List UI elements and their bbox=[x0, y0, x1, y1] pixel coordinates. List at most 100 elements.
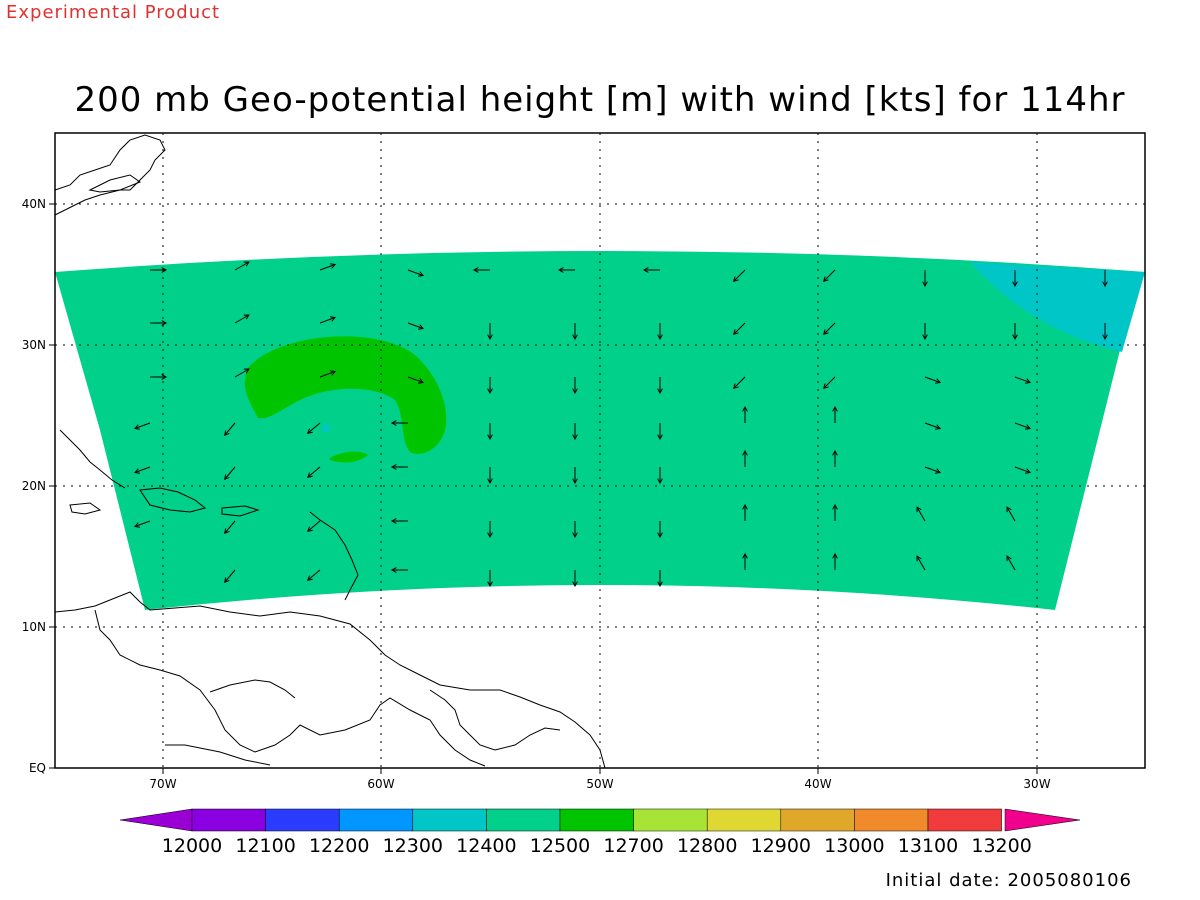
wind-arrow-head bbox=[657, 581, 663, 588]
wind-arrow-shaft bbox=[134, 422, 151, 429]
coastline-hispaniola bbox=[139, 487, 207, 513]
lat-label-30n: 30N bbox=[22, 338, 46, 352]
coastline-guianas bbox=[429, 689, 561, 751]
legend-box bbox=[854, 808, 929, 832]
coastline-south-america-bottom bbox=[165, 744, 271, 766]
wind-vectors bbox=[133, 261, 1108, 588]
wind-arrow-head bbox=[742, 503, 748, 510]
wind-arrow-head bbox=[822, 276, 829, 283]
wind-arrow-shaft bbox=[733, 376, 746, 389]
wind-arrow-shaft bbox=[924, 466, 941, 473]
legend-label: 12500 bbox=[530, 835, 590, 857]
wind-arrow-head bbox=[1102, 334, 1108, 341]
legend-label: 12900 bbox=[751, 835, 811, 857]
legend-box bbox=[633, 808, 708, 832]
wind-arrow-shaft bbox=[924, 376, 941, 383]
lon-label-30w: 30W bbox=[1023, 777, 1050, 791]
wind-arrow-head bbox=[732, 329, 739, 336]
legend-box bbox=[338, 808, 414, 832]
lat-label-eq: EQ bbox=[29, 761, 46, 775]
wind-arrow-head bbox=[418, 271, 425, 277]
graticule bbox=[55, 133, 1145, 768]
legend-label: 12700 bbox=[603, 835, 663, 857]
wind-arrow-shaft bbox=[1014, 376, 1031, 383]
legend-label: 12800 bbox=[677, 835, 737, 857]
wind-arrow-head bbox=[572, 581, 578, 588]
wind-arrow-head bbox=[922, 334, 928, 341]
wind-arrow-head bbox=[224, 528, 230, 535]
wind-arrow-head bbox=[742, 405, 748, 412]
coastline-jamaica bbox=[69, 502, 102, 515]
wind-arrow-head bbox=[572, 434, 578, 441]
wind-arrow-shaft bbox=[307, 569, 321, 581]
axis-ticks bbox=[49, 203, 1038, 774]
wind-arrow-head bbox=[390, 464, 397, 470]
wind-arrow-head bbox=[224, 474, 230, 481]
wind-arrow-head bbox=[330, 370, 337, 376]
lat-label-20n: 20N bbox=[22, 479, 46, 493]
wind-arrow-head bbox=[657, 532, 663, 539]
legend-label: 12000 bbox=[162, 835, 222, 857]
legend-box bbox=[191, 808, 266, 832]
wind-arrow-shaft bbox=[234, 314, 250, 324]
wind-arrow-head bbox=[832, 449, 838, 456]
wind-arrow-shaft bbox=[733, 269, 746, 282]
wind-arrow-head bbox=[487, 581, 493, 588]
wind-arrow-head bbox=[1025, 378, 1032, 384]
wind-arrow-head bbox=[306, 472, 313, 478]
wind-arrow-head bbox=[916, 506, 922, 513]
wind-arrow-head bbox=[243, 368, 250, 374]
lat-label-40n: 40N bbox=[22, 197, 46, 211]
wind-arrow-head bbox=[642, 267, 649, 273]
legend-label: 12200 bbox=[309, 835, 369, 857]
wind-arrow-shaft bbox=[307, 466, 321, 478]
lon-label-50w: 50W bbox=[586, 777, 613, 791]
wind-arrow-head bbox=[390, 518, 397, 524]
legend-boxes bbox=[191, 808, 1002, 832]
wind-arrow-shaft bbox=[234, 261, 250, 271]
wind-arrow-head bbox=[832, 405, 838, 412]
wind-arrow-head bbox=[742, 449, 748, 456]
wind-arrow-head bbox=[572, 388, 578, 395]
coastline-cuba bbox=[59, 429, 126, 489]
experimental-product-label: Experimental Product bbox=[6, 2, 221, 23]
wind-arrow-shaft bbox=[224, 569, 236, 583]
wind-arrow-head bbox=[1012, 281, 1018, 288]
wind-arrow-head bbox=[832, 503, 838, 510]
wind-arrow-head bbox=[390, 567, 397, 573]
wind-arrow-head bbox=[487, 388, 493, 395]
wind-arrow-head bbox=[657, 388, 663, 395]
map-title: 200 mb Geo-potential height [m] with win… bbox=[74, 80, 1126, 120]
wind-arrow-shaft bbox=[1006, 506, 1016, 522]
wind-arrow-head bbox=[133, 468, 140, 474]
coastline-puerto-rico bbox=[221, 505, 260, 517]
lon-label-70w: 70W bbox=[149, 777, 176, 791]
wind-arrow-head bbox=[557, 267, 564, 273]
legend-box bbox=[486, 808, 561, 832]
coastline-south-america-interior bbox=[94, 609, 486, 767]
wind-arrow-shaft bbox=[307, 422, 321, 434]
wind-arrow-head bbox=[572, 478, 578, 485]
wind-arrow-head bbox=[822, 329, 829, 336]
wind-arrow-head bbox=[418, 378, 425, 384]
wind-arrow-head bbox=[161, 320, 168, 326]
wind-arrow-head bbox=[330, 263, 337, 269]
wind-arrow-head bbox=[418, 324, 425, 330]
wind-arrow-head bbox=[224, 577, 230, 584]
wind-arrow-head bbox=[657, 478, 663, 485]
legend-box bbox=[706, 808, 782, 832]
lat-labels: EQ 10N 20N 30N 40N bbox=[22, 197, 46, 775]
wind-arrow-head bbox=[916, 555, 922, 562]
coastline-nova-scotia bbox=[88, 174, 142, 193]
lat-label-10n: 10N bbox=[22, 620, 46, 634]
wind-arrow-head bbox=[161, 374, 168, 380]
wind-arrow-head bbox=[832, 552, 838, 559]
wind-arrow-head bbox=[306, 428, 313, 434]
wind-arrow-head bbox=[742, 552, 748, 559]
wind-arrow-shaft bbox=[1006, 555, 1016, 571]
wind-arrow-shaft bbox=[1014, 422, 1031, 429]
legend-box bbox=[265, 808, 340, 832]
legend-arrow-left bbox=[119, 808, 193, 832]
wind-arrow-shaft bbox=[307, 520, 321, 532]
